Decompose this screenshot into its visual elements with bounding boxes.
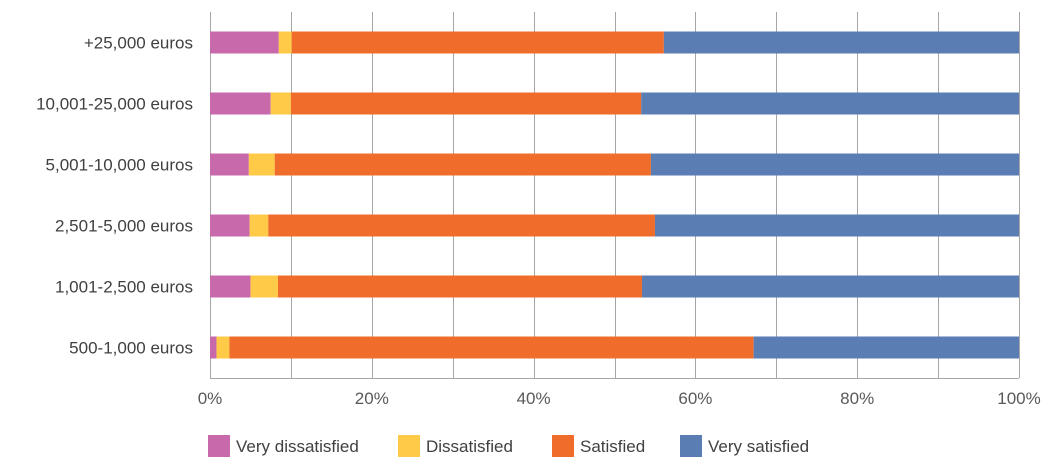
legend-swatch — [680, 435, 702, 457]
bar-segment — [210, 153, 249, 176]
bar-segment — [654, 214, 1019, 237]
bar-segment — [229, 336, 754, 359]
category-labels: +25,000 euros 10,001-25,000 euros 5,001-10… — [36, 34, 193, 358]
bar-segment — [270, 92, 291, 115]
category-label: 500-1,000 euros — [69, 339, 193, 358]
bar-segment — [216, 336, 230, 359]
x-tick-label: 80% — [840, 389, 874, 408]
legend-item[interactable]: Dissatisfied — [398, 435, 513, 457]
category-label: 5,001-10,000 euros — [46, 156, 193, 175]
legend-item[interactable]: Satisfied — [552, 435, 645, 457]
bar-segment — [290, 92, 642, 115]
bar-segment — [250, 275, 278, 298]
gridlines — [210, 12, 1020, 378]
category-label: +25,000 euros — [84, 34, 193, 53]
x-tick-label: 0% — [198, 389, 223, 408]
legend-label: Very dissatisfied — [236, 437, 359, 456]
bar-segment — [268, 214, 655, 237]
legend-item[interactable]: Very dissatisfied — [208, 435, 359, 457]
bar-segment — [249, 214, 269, 237]
category-label: 10,001-25,000 euros — [36, 95, 193, 114]
bar-segment — [248, 153, 275, 176]
category-label: 2,501-5,000 euros — [55, 217, 193, 236]
x-tick-labels: 0% 20% 40% 60% 80% 100% — [198, 389, 1041, 408]
bar-segment — [753, 336, 1019, 359]
bar-segment — [642, 275, 1019, 298]
legend-label: Satisfied — [580, 437, 645, 456]
bar-segment — [210, 214, 250, 237]
bar-segment — [663, 31, 1019, 54]
legend-label: Dissatisfied — [426, 437, 513, 456]
legend-swatch — [552, 435, 574, 457]
legend-swatch — [398, 435, 420, 457]
bar-segment — [210, 275, 251, 298]
bar-segment — [641, 92, 1019, 115]
bar-segment — [210, 31, 279, 54]
bar-segment — [278, 31, 292, 54]
bar-segment — [650, 153, 1019, 176]
x-tick-label: 20% — [355, 389, 389, 408]
legend-swatch — [208, 435, 230, 457]
legend-label: Very satisfied — [708, 437, 809, 456]
legend-item[interactable]: Very satisfied — [680, 435, 809, 457]
bar-segment — [274, 153, 651, 176]
bar-segment — [291, 31, 664, 54]
x-tick-label: 60% — [678, 389, 712, 408]
bar-segment — [277, 275, 643, 298]
bars — [210, 31, 1019, 359]
category-label: 1,001-2,500 euros — [55, 278, 193, 297]
legend[interactable]: Very dissatisfied Dissatisfied Satisfied Ve… — [208, 435, 809, 457]
x-tick-label: 40% — [517, 389, 551, 408]
bar-segment — [210, 92, 271, 115]
x-tick-label: 100% — [997, 389, 1040, 408]
bar-segment — [210, 336, 217, 359]
